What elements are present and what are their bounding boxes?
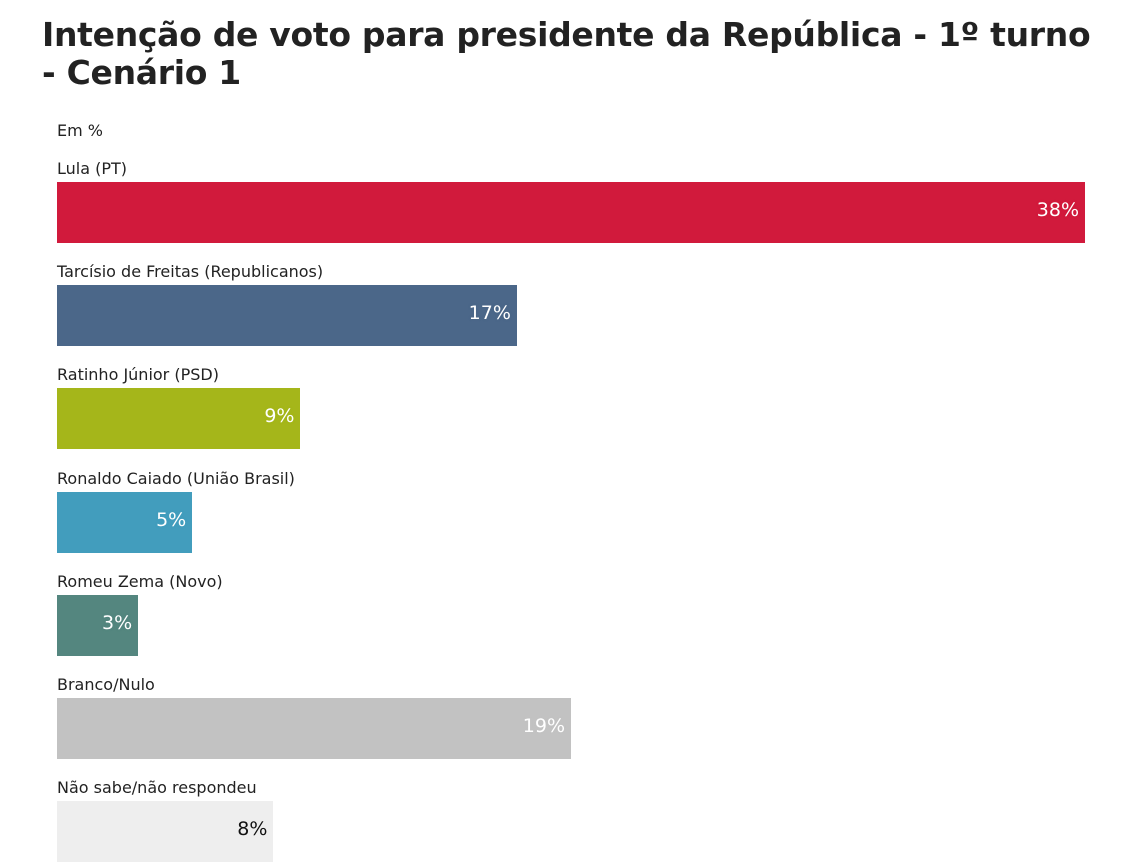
category-label: Lula (PT): [57, 159, 128, 178]
value-label: 17%: [468, 302, 511, 325]
value-label: 8%: [237, 818, 268, 841]
bar: [57, 698, 571, 759]
bar: [57, 182, 1085, 243]
bar: [57, 491, 193, 553]
value-label: 38%: [1036, 199, 1079, 221]
value-label: 9%: [264, 405, 295, 428]
bar: [57, 285, 517, 347]
chart-subtitle: Em %: [57, 121, 103, 140]
value-label: 5%: [156, 508, 187, 531]
value-label: 3%: [102, 611, 133, 634]
bar: [57, 801, 274, 862]
value-label: 19%: [522, 715, 565, 737]
bar: [57, 594, 139, 656]
category-label: Tarcísio de Freitas (Republicanos): [57, 262, 324, 282]
category-label: Ronaldo Caiado (União Brasil): [57, 468, 295, 488]
category-label: Não sabe/não respondeu: [57, 778, 257, 798]
category-label: Branco/Nulo: [57, 675, 155, 694]
bar: [57, 388, 301, 450]
chart-title: Intenção de voto para presidente da Repú…: [42, 15, 1091, 92]
category-label: Romeu Zema (Novo): [57, 571, 223, 591]
category-label: Ratinho Júnior (PSD): [57, 365, 219, 385]
